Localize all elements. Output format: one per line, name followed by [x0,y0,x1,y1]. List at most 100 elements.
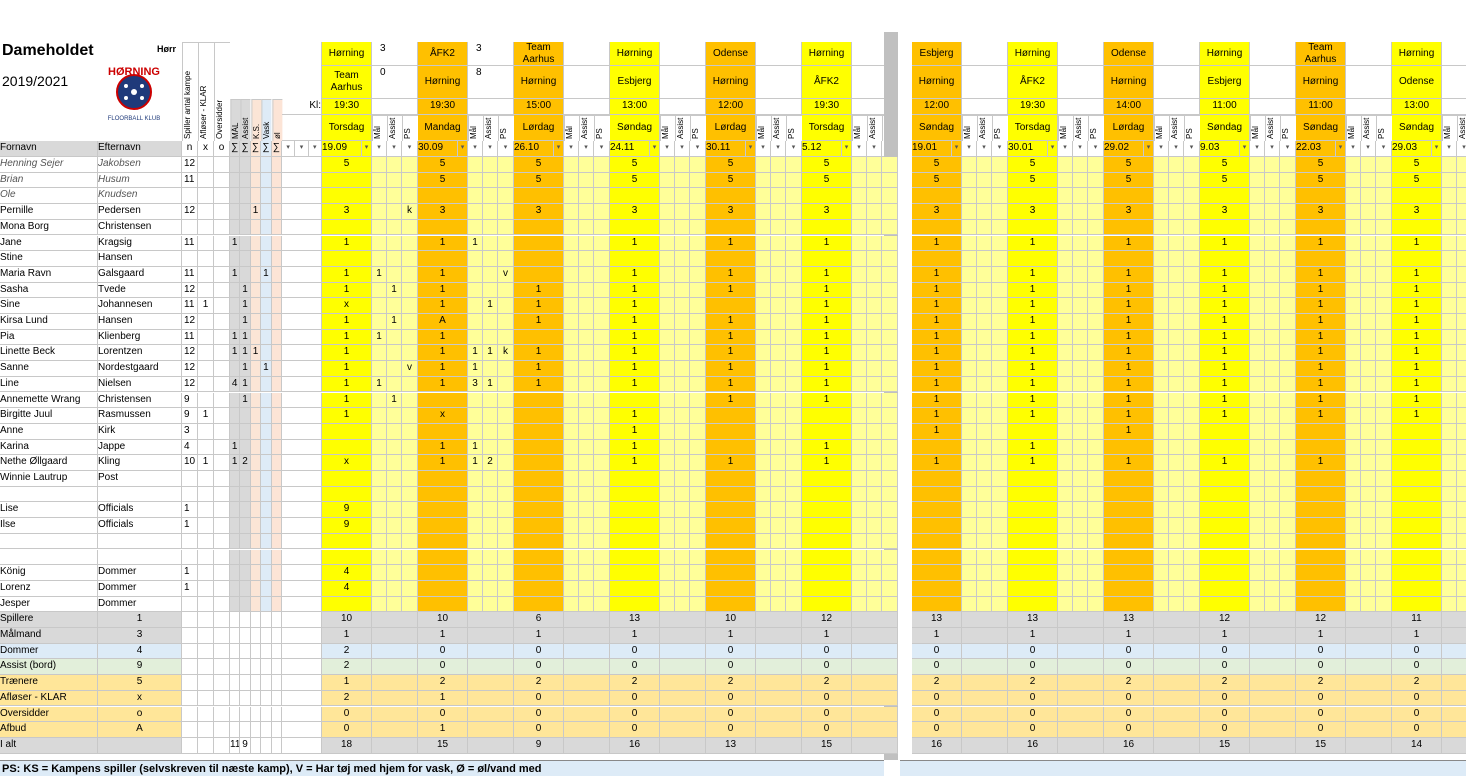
player-match-status[interactable] [1008,549,1058,566]
player-ps-cell[interactable] [786,157,802,173]
player-ps-cell[interactable] [402,376,418,393]
player-assists-cell[interactable] [867,172,882,189]
player-assists-cell[interactable] [771,376,786,393]
player-ps-cell[interactable] [1280,204,1296,220]
player-match-status[interactable]: 1 [1104,282,1154,299]
player-match-status[interactable] [418,580,468,597]
player-match-status[interactable]: 1 [610,376,660,393]
player-assists-cell[interactable] [1457,596,1466,613]
player-assists-cell[interactable] [977,266,992,283]
player-match-status[interactable] [1008,188,1058,205]
player-assists-cell[interactable] [1457,219,1466,236]
player-goals-cell[interactable] [372,565,387,581]
player-match-status[interactable]: 1 [706,345,756,362]
player-match-status[interactable] [418,423,468,440]
player-assists-cell[interactable] [579,486,594,503]
player-ps-cell[interactable] [992,251,1008,267]
player-assists-cell[interactable] [1265,204,1280,220]
player-ps-cell[interactable] [882,204,898,220]
player-goals-cell[interactable] [1442,204,1457,220]
player-match-status[interactable]: 1 [610,314,660,330]
player-match-status[interactable] [1104,219,1154,236]
player-assists-cell[interactable] [1265,251,1280,267]
player-match-status[interactable]: 3 [1104,204,1154,220]
player-assists-cell[interactable] [1361,408,1376,424]
player-goals-cell[interactable] [1250,408,1265,424]
player-assists-cell[interactable] [675,471,690,487]
player-goals-cell[interactable] [564,188,579,205]
player-assists-cell[interactable] [675,188,690,205]
player-assists-cell[interactable] [867,345,882,362]
player-ps-cell[interactable] [402,157,418,173]
player-assists-cell[interactable] [867,565,882,581]
player-ps-cell[interactable] [594,471,610,487]
player-match-status[interactable] [514,471,564,487]
player-goals-cell[interactable] [1442,580,1457,597]
player-match-status[interactable]: 1 [1104,329,1154,346]
player-goals-cell[interactable] [468,580,483,597]
player-assists-cell[interactable] [675,423,690,440]
player-goals-cell[interactable] [564,219,579,236]
player-goals-cell[interactable] [852,204,867,220]
player-match-status[interactable] [1392,565,1442,581]
player-goals-cell[interactable] [1058,408,1073,424]
player-assists-cell[interactable] [977,345,992,362]
player-ps-cell[interactable] [1376,596,1392,613]
player-goals-cell[interactable] [468,549,483,566]
player-goals-cell[interactable] [564,471,579,487]
player-goals-cell[interactable] [1442,157,1457,173]
player-ps-cell[interactable] [402,533,418,550]
player-ps-cell[interactable] [690,282,706,299]
player-assists-cell[interactable] [977,298,992,314]
player-ps-cell[interactable] [1088,423,1104,440]
player-assists-cell[interactable] [1361,314,1376,330]
player-goals-cell[interactable] [1442,408,1457,424]
player-assists-cell[interactable] [1073,219,1088,236]
player-assists-cell[interactable] [1073,204,1088,220]
player-goals-cell[interactable] [372,596,387,613]
player-match-status[interactable]: 1 [322,329,372,346]
player-ps-cell[interactable] [402,172,418,189]
player-match-status[interactable]: 1 [1392,392,1442,409]
player-ps-cell[interactable] [1088,298,1104,314]
player-match-status[interactable]: 1 [1296,282,1346,299]
player-ps-cell[interactable] [1088,235,1104,252]
player-assists-cell[interactable] [977,361,992,377]
player-assists-cell[interactable] [675,282,690,299]
player-match-status[interactable] [912,580,962,597]
player-goals-cell[interactable] [564,376,579,393]
player-match-status[interactable] [418,549,468,566]
player-match-status[interactable]: 1 [418,298,468,314]
player-assists-cell[interactable] [977,188,992,205]
player-goals-cell[interactable] [1250,533,1265,550]
player-match-status[interactable] [1104,251,1154,267]
player-goals-cell[interactable] [756,282,771,299]
player-match-status[interactable] [912,565,962,581]
player-ps-cell[interactable] [1280,455,1296,471]
player-match-status[interactable] [706,565,756,581]
player-match-status[interactable]: 1 [1200,455,1250,471]
player-ps-cell[interactable] [992,533,1008,550]
player-match-status[interactable]: 1 [802,298,852,314]
player-ps-cell[interactable]: v [498,266,514,283]
player-ps-cell[interactable] [498,455,514,471]
player-match-status[interactable]: x [418,408,468,424]
player-ps-cell[interactable] [1088,329,1104,346]
player-assists-cell[interactable] [1265,455,1280,471]
player-goals-cell[interactable] [1154,266,1169,283]
player-match-status[interactable] [418,565,468,581]
player-assists-cell[interactable] [1073,361,1088,377]
player-match-status[interactable] [514,502,564,519]
player-goals-cell[interactable] [756,298,771,314]
player-assists-cell[interactable] [1457,502,1466,519]
player-match-status[interactable]: 9 [322,502,372,519]
player-goals-cell[interactable] [852,251,867,267]
player-goals-cell[interactable] [1058,486,1073,503]
player-assists-cell[interactable] [867,204,882,220]
player-ps-cell[interactable] [1280,172,1296,189]
player-assists-cell[interactable] [579,533,594,550]
column-filter-dropdown[interactable]: ▾ [387,141,402,157]
player-goals-cell[interactable] [1058,549,1073,566]
player-goals-cell[interactable] [1442,423,1457,440]
player-ps-cell[interactable] [402,282,418,299]
